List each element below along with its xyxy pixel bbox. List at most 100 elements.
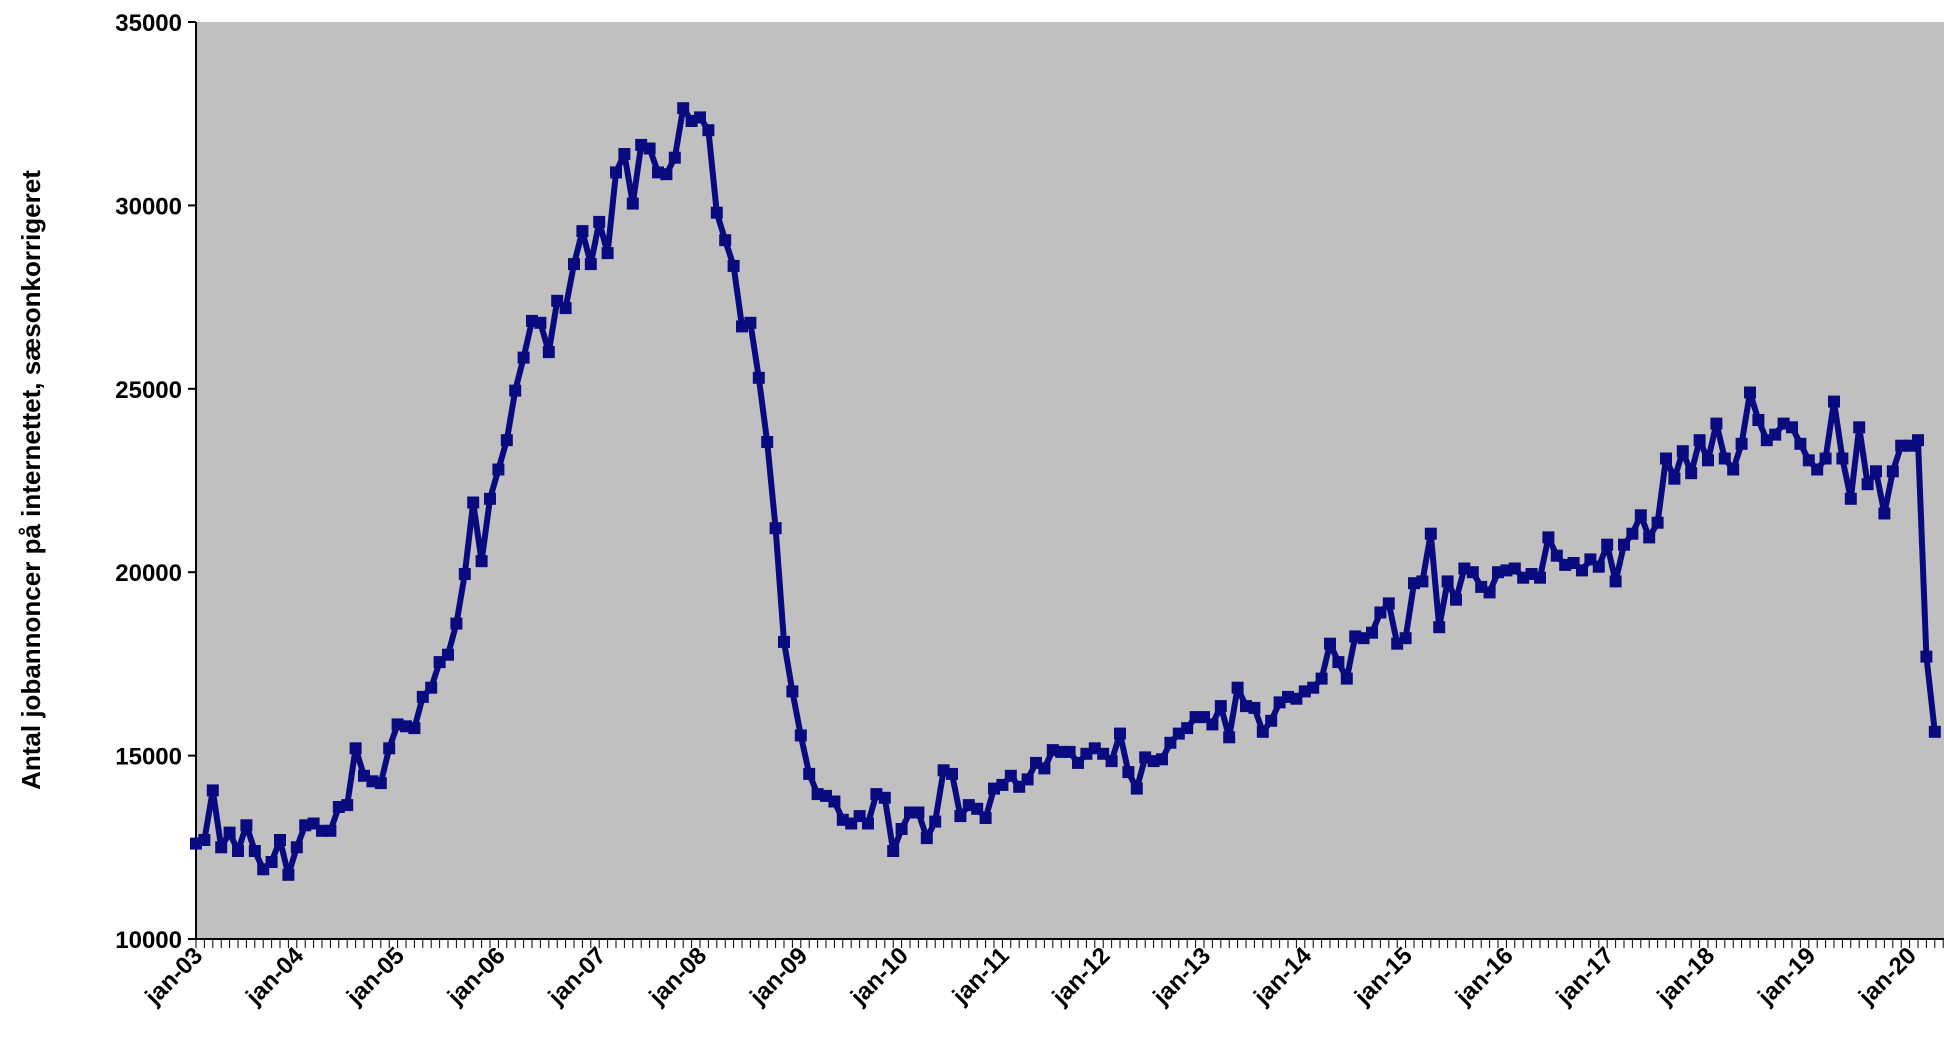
series-group — [190, 102, 1941, 881]
data-point-marker — [584, 258, 597, 271]
x-tick-label: jan-20 — [1853, 942, 1922, 1011]
data-point-marker — [1592, 560, 1605, 573]
data-point-marker — [274, 834, 286, 846]
data-point-marker — [232, 845, 244, 857]
data-point-marker — [1340, 672, 1353, 685]
data-point-marker — [1769, 428, 1782, 441]
data-point-marker — [794, 729, 807, 742]
data-point-marker — [1248, 701, 1261, 714]
data-point-marker — [1450, 593, 1462, 606]
data-point-marker — [215, 841, 228, 854]
data-point-marker — [803, 767, 816, 780]
data-point-marker — [467, 496, 480, 509]
data-point-marker — [1433, 621, 1446, 634]
y-tick-label: 15000 — [115, 744, 182, 771]
x-tick-label: jan-17 — [1551, 942, 1620, 1011]
y-tick-label: 25000 — [115, 377, 182, 404]
data-point-marker — [492, 463, 505, 476]
data-point-marker — [828, 795, 841, 808]
data-point-marker — [593, 215, 606, 228]
x-tick-label: jan-07 — [543, 942, 612, 1011]
data-point-marker — [517, 351, 530, 364]
data-point-marker — [1870, 465, 1882, 478]
y-axis-title: Antal jobannoncer på internettet, sæsonk… — [16, 170, 46, 790]
data-point-marker — [1105, 755, 1118, 768]
data-point-marker — [1483, 586, 1496, 599]
data-point-marker — [618, 148, 631, 160]
data-point-marker — [1374, 606, 1387, 619]
data-point-marker — [1021, 773, 1034, 786]
data-point-marker — [660, 168, 673, 181]
data-point-marker — [534, 316, 547, 329]
data-point-marker — [1819, 452, 1832, 465]
data-point-marker — [1668, 472, 1681, 485]
data-point-marker — [1660, 452, 1672, 465]
data-point-marker — [542, 346, 555, 359]
data-point-marker — [1811, 463, 1824, 476]
data-point-marker — [1886, 465, 1899, 478]
data-point-marker — [509, 384, 522, 397]
data-point-marker — [1676, 445, 1689, 458]
data-point-marker — [878, 791, 891, 804]
data-point-marker — [568, 258, 580, 271]
data-point-marker — [1441, 575, 1454, 588]
data-point-marker — [408, 722, 421, 735]
x-tick-label: jan-19 — [1752, 942, 1821, 1011]
data-point-marker — [702, 124, 715, 137]
data-point-marker — [610, 166, 622, 179]
data-point-marker — [1130, 782, 1143, 795]
data-point-marker — [694, 111, 706, 124]
data-point-marker — [912, 806, 925, 819]
data-point-marker — [1752, 414, 1765, 426]
data-point-marker — [979, 812, 992, 824]
data-point-marker — [416, 690, 429, 703]
y-tick-label: 30000 — [115, 193, 182, 220]
data-point-marker — [1626, 527, 1639, 540]
x-tick-label: jan-11 — [947, 942, 1015, 1010]
data-point-marker — [887, 845, 900, 857]
data-point-marker — [559, 302, 572, 315]
data-point-marker — [1702, 454, 1714, 467]
data-point-marker — [996, 778, 1009, 791]
data-point-marker — [1794, 437, 1807, 450]
data-point-marker — [1618, 538, 1630, 551]
data-point-marker — [1786, 421, 1798, 434]
data-point-marker — [1601, 538, 1614, 551]
data-point-marker — [1416, 575, 1429, 588]
data-point-marker — [954, 810, 967, 823]
x-minor-ticks — [195, 939, 1944, 948]
data-point-marker — [761, 436, 774, 448]
data-point-marker — [1735, 437, 1748, 450]
data-point-marker — [198, 834, 211, 846]
data-point-marker — [946, 767, 958, 780]
data-point-marker — [752, 371, 765, 384]
data-point-marker — [1861, 478, 1874, 491]
data-point-marker — [677, 102, 690, 115]
data-point-marker — [1072, 756, 1084, 769]
data-point-marker — [458, 568, 471, 580]
data-point-marker — [475, 555, 488, 568]
data-point-marker — [1223, 731, 1236, 744]
data-point-marker — [1609, 575, 1622, 588]
data-point-marker — [576, 225, 589, 238]
data-point-marker — [1324, 637, 1336, 650]
x-tick-label: jan-06 — [442, 942, 511, 1011]
data-point-marker — [374, 777, 387, 790]
data-point-marker — [1836, 452, 1849, 465]
data-point-marker — [1231, 681, 1244, 694]
data-point-marker — [971, 802, 984, 815]
data-point-marker — [1710, 417, 1723, 430]
data-point-marker — [240, 819, 253, 832]
data-point-marker — [500, 434, 513, 447]
data-point-marker — [206, 784, 219, 797]
data-point-marker — [1114, 727, 1126, 740]
data-point-marker — [778, 635, 790, 648]
data-point-marker — [484, 492, 496, 505]
data-point-marker — [1550, 549, 1563, 562]
x-tick-label: jan-18 — [1651, 942, 1720, 1011]
data-point-marker — [223, 826, 236, 839]
data-point-marker — [1542, 531, 1555, 544]
data-point-marker — [1122, 766, 1135, 779]
data-point-marker — [248, 845, 261, 857]
